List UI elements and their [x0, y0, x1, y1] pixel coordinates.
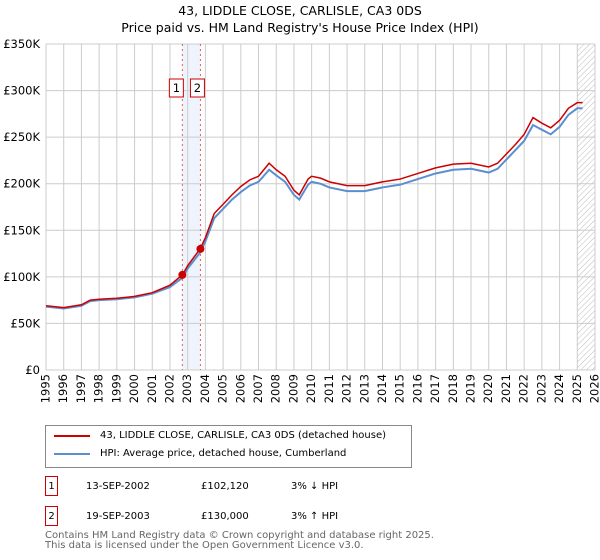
y-tick-label: £50K — [11, 316, 41, 330]
sale-period-shade — [182, 44, 201, 370]
footer-line: Contains HM Land Registry data © Crown c… — [45, 530, 434, 541]
x-tick-label: 2010 — [304, 374, 318, 403]
x-tick-label: 2016 — [410, 374, 424, 403]
x-tick-label: 2008 — [269, 374, 283, 403]
sale-date: 19-SEP-2003 — [86, 510, 150, 522]
x-tick-label: 1998 — [92, 374, 106, 403]
chart-subtitle: Price paid vs. HM Land Registry's House … — [121, 20, 479, 35]
y-tick-label: £350K — [3, 37, 40, 51]
x-tick-label: 2019 — [464, 374, 478, 403]
legend-label: HPI: Average price, detached house, Cumb… — [100, 448, 347, 459]
forecast-hatch — [577, 44, 595, 370]
x-tick-label: 2012 — [340, 374, 354, 403]
x-tick-label: 2003 — [180, 374, 194, 403]
sale-date: 13-SEP-2002 — [86, 480, 150, 492]
x-tick-label: 2006 — [233, 374, 247, 403]
property-price-line — [45, 101, 583, 309]
x-tick-label: 2004 — [198, 374, 212, 403]
sale-hpi-diff: 3% ↓ HPI — [291, 480, 339, 492]
x-tick-label: 2026 — [588, 374, 600, 403]
y-tick-label: £0 — [25, 363, 40, 377]
x-tick-label: 2021 — [499, 374, 513, 403]
y-tick-label: £250K — [3, 130, 40, 144]
sale-label-box — [168, 78, 184, 98]
x-tick-label: 2018 — [446, 374, 460, 403]
y-tick-label: £200K — [3, 177, 40, 191]
sale-price: £102,120 — [201, 480, 249, 492]
x-tick-label: 2005 — [216, 374, 230, 403]
x-tick-label: 1995 — [39, 374, 53, 403]
price-chart: 1995 1996 1997 1998 1999 2000 2001 2002 2003 2004… — [3, 37, 600, 403]
sale-badge: 1 — [45, 476, 58, 496]
sale-label: 1 — [173, 81, 180, 95]
y-tick-label: £150K — [3, 223, 40, 237]
legend-swatch-red — [54, 434, 90, 437]
chart-title: 43, LIDDLE CLOSE, CARLISLE, CA3 0DS — [178, 3, 422, 18]
x-tick-label: 2013 — [357, 374, 371, 403]
x-tick-label: 1999 — [109, 374, 123, 403]
x-tick-label: 2009 — [286, 374, 300, 403]
legend: 43, LIDDLE CLOSE, CARLISLE, CA3 0DS (det… — [45, 425, 412, 468]
sale-price: £130,000 — [201, 510, 249, 522]
y-tick-label: £100K — [3, 270, 40, 284]
x-tick-label: 2020 — [481, 374, 495, 403]
table-row: 2 19-SEP-2003 £130,000 3% ↑ HPI — [45, 506, 338, 526]
sale-label-box — [189, 78, 205, 98]
footer: Contains HM Land Registry data © Crown c… — [45, 531, 434, 551]
sale-point — [196, 244, 205, 253]
x-tick-label: 2011 — [322, 374, 336, 403]
x-tick-label: 2015 — [393, 374, 407, 403]
x-tick-label: 2001 — [145, 374, 159, 403]
x-tick-label: 1997 — [74, 374, 88, 403]
legend-swatch-blue — [54, 452, 90, 455]
sale-label: 2 — [194, 81, 201, 95]
x-tick-label: 2022 — [517, 374, 531, 403]
hpi-line — [45, 107, 583, 310]
x-tick-label: 2023 — [534, 374, 548, 403]
sale-point — [178, 270, 187, 279]
x-tick-label: 2002 — [162, 374, 176, 403]
x-tick-label: 2007 — [251, 374, 265, 403]
x-tick-label: 2014 — [375, 374, 389, 403]
legend-item-hpi: HPI: Average price, detached house, Cumb… — [54, 448, 346, 459]
footer-line: This data is licensed under the Open Gov… — [45, 540, 364, 551]
table-row: 1 13-SEP-2002 £102,120 3% ↓ HPI — [45, 476, 338, 496]
sale-hpi-diff: 3% ↑ HPI — [291, 510, 339, 522]
legend-item-property: 43, LIDDLE CLOSE, CARLISLE, CA3 0DS (det… — [54, 430, 386, 441]
x-tick-label: 1996 — [56, 374, 70, 403]
y-tick-label: £300K — [3, 84, 40, 98]
x-tick-label: 2000 — [127, 374, 141, 403]
x-tick-label: 2017 — [428, 374, 442, 403]
x-tick-label: 2025 — [570, 374, 584, 403]
x-tick-label: 2024 — [552, 374, 566, 403]
sale-badge: 2 — [45, 506, 58, 526]
legend-label: 43, LIDDLE CLOSE, CARLISLE, CA3 0DS (det… — [100, 430, 387, 441]
